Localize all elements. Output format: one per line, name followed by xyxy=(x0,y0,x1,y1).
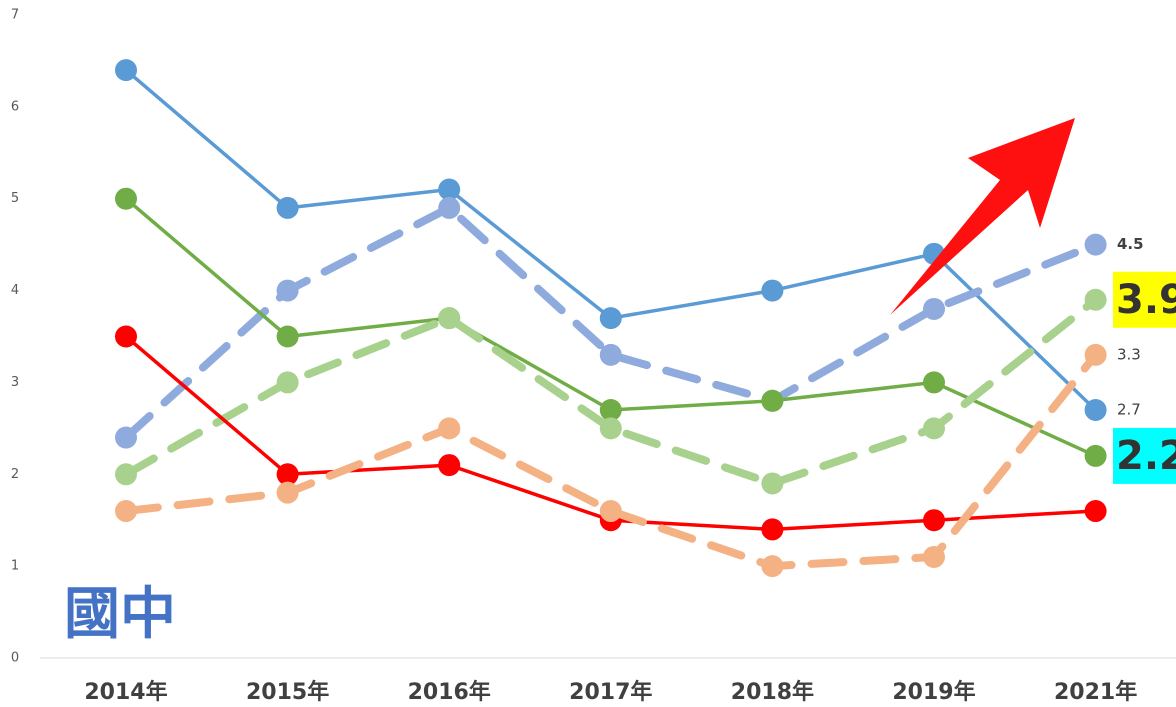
point xyxy=(923,509,945,531)
point xyxy=(923,546,945,568)
x-tick-label: 2019年 xyxy=(892,679,975,705)
point xyxy=(115,59,137,81)
x-tick-label: 2021年 xyxy=(1054,679,1137,705)
point xyxy=(115,463,137,485)
point xyxy=(600,500,622,522)
point xyxy=(761,555,783,577)
data-label: 3.9 xyxy=(1116,277,1176,323)
point xyxy=(1085,445,1107,467)
y-tick-label: 5 xyxy=(11,191,19,206)
y-tick-label: 6 xyxy=(11,99,19,114)
y-tick-label: 2 xyxy=(11,467,19,482)
point xyxy=(761,518,783,540)
point xyxy=(115,326,137,348)
point xyxy=(1085,289,1107,311)
point xyxy=(761,280,783,302)
data-label: 3.3 xyxy=(1117,345,1141,363)
point xyxy=(1085,344,1107,366)
x-tick-label: 2018年 xyxy=(731,679,814,705)
x-tick-label: 2014年 xyxy=(84,679,167,705)
chart: 國中 0 1 2 3 4 5 6 7 2014年 2015年 2016年 2017年 2018年 2019… xyxy=(0,0,1176,707)
point xyxy=(923,417,945,439)
point xyxy=(277,371,299,393)
point xyxy=(115,188,137,210)
point xyxy=(438,307,460,329)
point xyxy=(115,427,137,449)
point xyxy=(1085,500,1107,522)
y-tick-label: 1 xyxy=(11,559,19,574)
trend-arrow xyxy=(890,118,1075,315)
y-tick-label: 0 xyxy=(11,651,19,666)
annotation: 國中 xyxy=(64,582,176,647)
point xyxy=(1085,399,1107,421)
data-label: 2.2 xyxy=(1116,433,1176,479)
data-label: 2.7 xyxy=(1117,400,1141,418)
x-tick-label: 2016年 xyxy=(408,679,491,705)
point xyxy=(438,417,460,439)
point xyxy=(1085,234,1107,256)
y-tick-label: 3 xyxy=(11,375,19,390)
point xyxy=(600,417,622,439)
y-tick-label: 7 xyxy=(11,8,19,23)
point xyxy=(277,280,299,302)
point xyxy=(438,197,460,219)
point xyxy=(277,326,299,348)
data-label: 4.5 xyxy=(1117,235,1144,253)
y-tick-label: 4 xyxy=(11,283,19,298)
x-tick-label: 2017年 xyxy=(569,679,652,705)
point xyxy=(923,371,945,393)
point xyxy=(438,454,460,476)
point xyxy=(115,500,137,522)
point xyxy=(600,307,622,329)
page: {"chart_data": {"type": "line", "annotat… xyxy=(0,0,1176,707)
point xyxy=(277,197,299,219)
point xyxy=(923,298,945,320)
x-tick-label: 2015年 xyxy=(246,679,329,705)
point xyxy=(761,390,783,412)
point xyxy=(761,472,783,494)
point xyxy=(600,344,622,366)
point xyxy=(277,482,299,504)
